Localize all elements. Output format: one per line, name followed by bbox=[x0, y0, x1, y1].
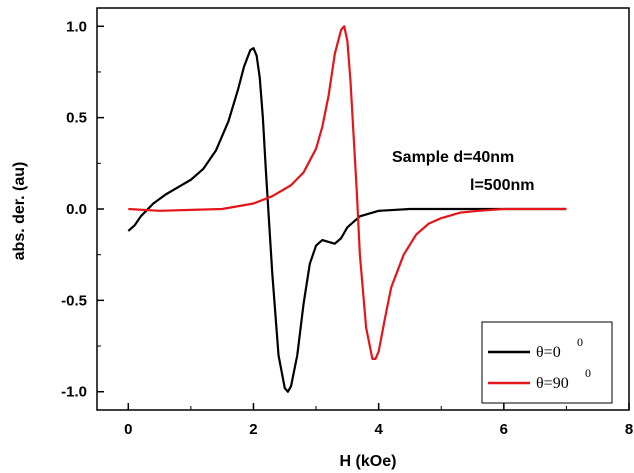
y-axis-title: abs. der. (au) bbox=[11, 162, 28, 261]
x-tick-label: 8 bbox=[625, 421, 633, 438]
legend-sup-series-0: 0 bbox=[577, 335, 583, 349]
x-tick-label: 0 bbox=[124, 421, 132, 438]
series-line-0 bbox=[127, 47, 567, 393]
legend-label-series-1: θ=90 bbox=[536, 375, 569, 392]
y-tick-label: 0.5 bbox=[66, 110, 87, 127]
y-tick-label: -1.0 bbox=[61, 384, 87, 401]
x-axis-title: H (kOe) bbox=[340, 453, 397, 470]
legend-box bbox=[481, 321, 613, 404]
legend: θ=0 0 θ=90 0 bbox=[481, 321, 613, 404]
series-line-1 bbox=[128, 25, 567, 360]
y-tick-label: 1.0 bbox=[66, 18, 87, 35]
axis-ticks: 0 2 4 6 8 -1.0 -0.5 0.0 0.5 1.0 bbox=[61, 18, 633, 438]
series-layer bbox=[127, 25, 567, 393]
x-tick-label: 6 bbox=[500, 421, 508, 438]
annotation-length: l=500nm bbox=[470, 177, 534, 194]
y-tick-label: -0.5 bbox=[61, 292, 87, 309]
x-tick-label: 4 bbox=[374, 421, 383, 438]
x-tick-label: 2 bbox=[249, 421, 257, 438]
annotation-sample: Sample d=40nm bbox=[392, 149, 514, 166]
legend-label-series-0: θ=0 bbox=[536, 344, 561, 361]
y-tick-label: 0.0 bbox=[66, 201, 87, 218]
legend-sup-series-1: 0 bbox=[585, 366, 591, 380]
